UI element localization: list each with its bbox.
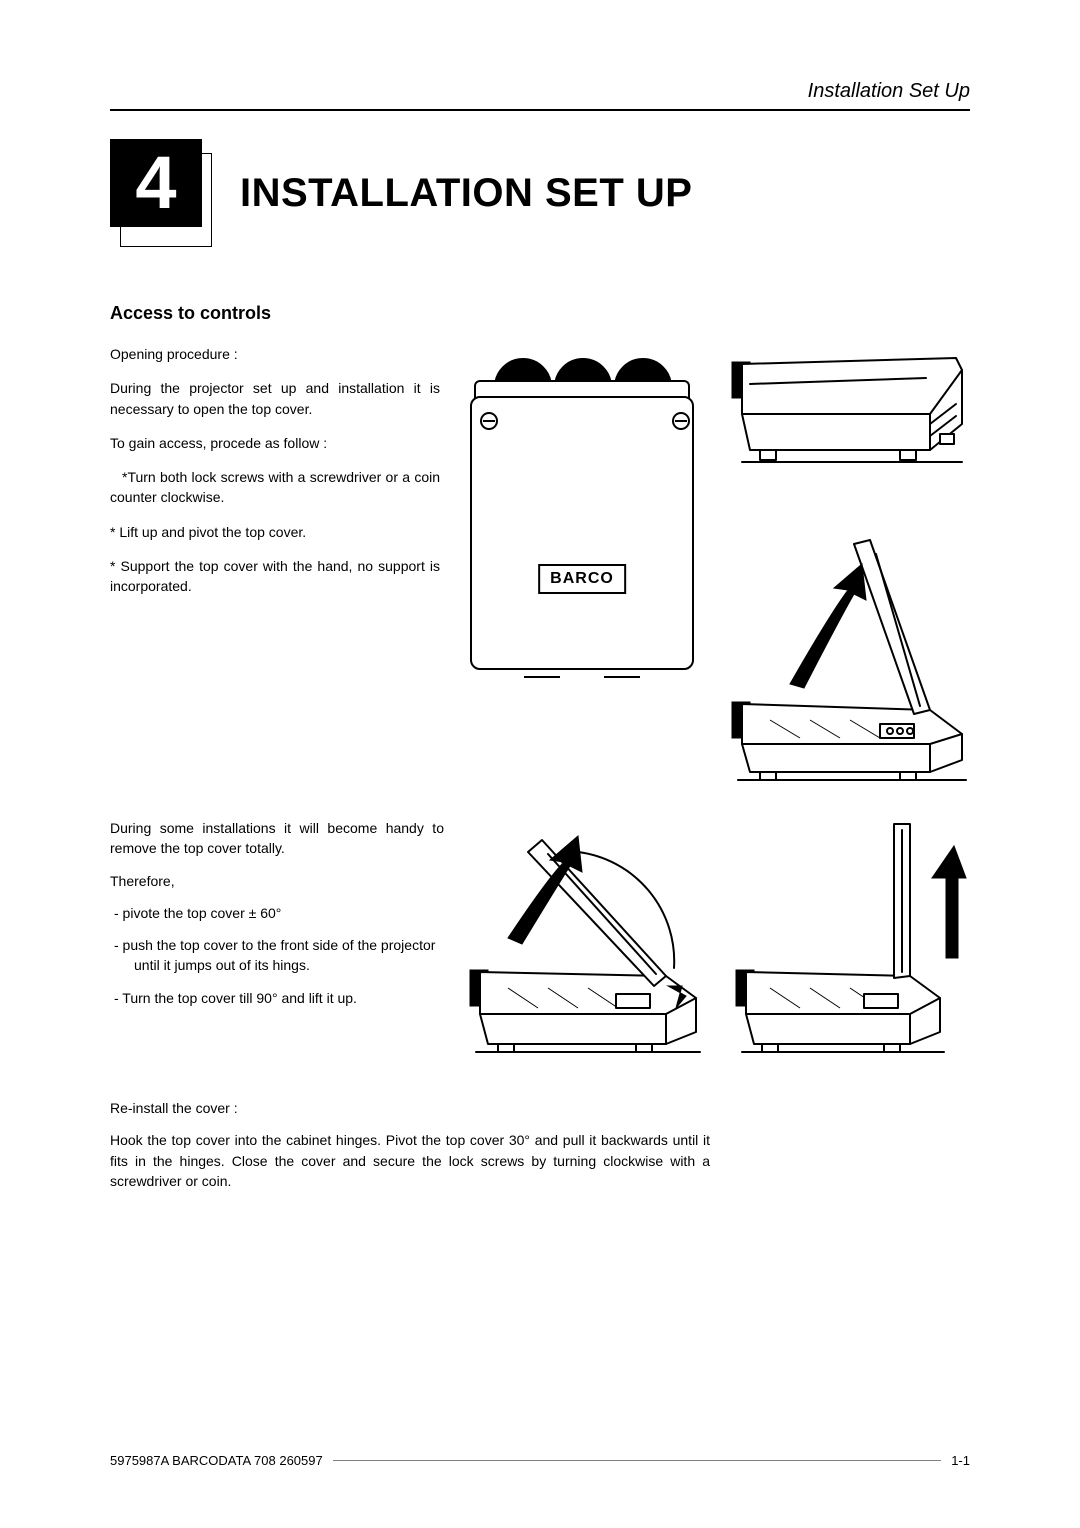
block-opening: Opening procedure : During the projector… (110, 344, 970, 782)
barco-logo: BARCO (538, 564, 626, 594)
opening-label: Opening procedure : (110, 344, 440, 364)
diagram-side-pivot (730, 534, 970, 782)
opening-b1: *Turn both lock screws with a screwdrive… (110, 467, 440, 508)
badge-black: 4 (110, 139, 202, 227)
removal-p2: Therefore, (110, 871, 444, 891)
removal-text: During some installations it will become… (110, 818, 444, 1054)
opening-b3: * Support the top cover with the hand, n… (110, 556, 440, 597)
removal-l2: - push the top cover to the front side o… (110, 935, 444, 955)
reinstall-p1: Hook the top cover into the cabinet hing… (110, 1130, 710, 1191)
diagram-side-90-lift (734, 818, 970, 1054)
chapter-title-row: 4 INSTALLATION SET UP (110, 139, 970, 247)
opening-text: Opening procedure : During the projector… (110, 344, 440, 782)
page-footer: 5975987A BARCODATA 708 260597 1-1 (110, 1453, 970, 1468)
projector-top-body (470, 396, 694, 670)
section-title: Access to controls (110, 303, 970, 324)
diagram-side-closed (730, 344, 970, 484)
running-head: Installation Set Up (110, 80, 970, 103)
removal-l1: - pivote the top cover ± 60° (110, 903, 444, 923)
diagram-top-view: BARCO (464, 344, 700, 680)
removal-p1: During some installations it will become… (110, 818, 444, 859)
opening-p1: During the projector set up and installa… (110, 378, 440, 419)
chapter-badge: 4 (110, 139, 210, 247)
foot-notch (604, 676, 640, 682)
diagram-area-2 (468, 818, 970, 1054)
removal-l3: - Turn the top cover till 90° and lift i… (110, 988, 444, 1008)
block-removal: During some installations it will become… (110, 818, 970, 1054)
footer-rule (333, 1460, 941, 1461)
side-diagram-column (730, 344, 970, 782)
footer-right: 1-1 (951, 1453, 970, 1468)
diagram-side-60 (468, 818, 704, 1054)
removal-l2b: until it jumps out of its hings. (110, 955, 444, 975)
opening-b2: * Lift up and pivot the top cover. (110, 522, 440, 542)
lock-screw-icon (480, 412, 498, 430)
page: Installation Set Up 4 INSTALLATION SET U… (0, 0, 1080, 1528)
chapter-title: INSTALLATION SET UP (240, 171, 692, 216)
footer-left: 5975987A BARCODATA 708 260597 (110, 1453, 323, 1468)
chapter-number: 4 (135, 146, 176, 220)
opening-p2: To gain access, procede as follow : (110, 433, 440, 453)
diagram-area-1: BARCO (464, 344, 970, 782)
reinstall-title: Re-install the cover : (110, 1098, 710, 1118)
block-reinstall: Re-install the cover : Hook the top cove… (110, 1098, 710, 1191)
lock-screw-icon (672, 412, 690, 430)
header-rule (110, 109, 970, 111)
foot-notch (524, 676, 560, 682)
